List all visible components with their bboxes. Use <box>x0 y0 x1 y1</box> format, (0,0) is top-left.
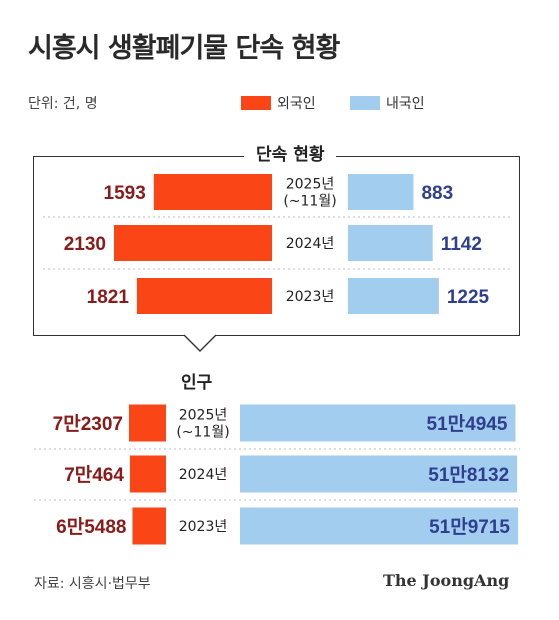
bar-domestic-enforcement <box>348 225 433 261</box>
bar-foreign-enforcement <box>153 174 272 210</box>
category-label-enforcement: 2024년 <box>286 236 335 252</box>
brand-logo: The JoongAng <box>383 571 510 590</box>
legend-label-domestic: 내국인 <box>386 96 425 112</box>
value-label-foreign-population: 7만2307 <box>53 413 123 435</box>
value-label-foreign-enforcement: 2130 <box>64 234 106 255</box>
bar-domestic-enforcement <box>348 174 414 210</box>
category-label-population: 2025년 (~11월) <box>176 408 229 441</box>
value-label-foreign-enforcement: 1821 <box>87 287 130 308</box>
bar-foreign-population <box>129 404 166 442</box>
value-label-domestic-enforcement: 883 <box>421 183 453 204</box>
value-label-foreign-population: 7만464 <box>64 464 124 486</box>
legend-label-foreign: 외국인 <box>277 96 316 112</box>
bar-foreign-population <box>129 455 166 493</box>
category-label-enforcement: 2023년 <box>286 289 335 305</box>
category-label-enforcement: 2025년 (~11월) <box>283 177 336 210</box>
chart-title: 시흥시 생활폐기물 단속 현황 <box>28 33 340 64</box>
enforcement-panel-title: 단속 현황 <box>244 140 337 165</box>
unit-label: 단위: 건, 명 <box>28 96 98 112</box>
value-label-domestic-population: 51만9715 <box>429 516 510 538</box>
legend-swatch-domestic <box>350 96 380 110</box>
value-label-domestic-population: 51만4945 <box>427 413 508 435</box>
bar-foreign-enforcement <box>114 225 272 261</box>
population-title: 인구 <box>181 373 213 393</box>
bar-domestic-population <box>240 507 518 545</box>
bar-domestic-population <box>240 404 516 442</box>
bar-foreign-enforcement <box>136 278 272 314</box>
value-label-domestic-enforcement: 1142 <box>441 234 482 255</box>
value-label-foreign-enforcement: 1593 <box>104 183 146 204</box>
source-note: 자료: 시흥시·법무부 <box>34 576 151 592</box>
bar-domestic-population <box>240 455 518 493</box>
bar-domestic-enforcement <box>348 278 439 314</box>
category-label-population: 2024년 <box>179 467 228 483</box>
value-label-foreign-population: 6만5488 <box>56 516 126 538</box>
legend-swatch-foreign <box>241 96 271 110</box>
value-label-domestic-population: 51만8132 <box>428 464 509 486</box>
category-label-population: 2023년 <box>179 519 228 535</box>
bar-foreign-population <box>132 507 166 545</box>
value-label-domestic-enforcement: 1225 <box>447 287 490 308</box>
